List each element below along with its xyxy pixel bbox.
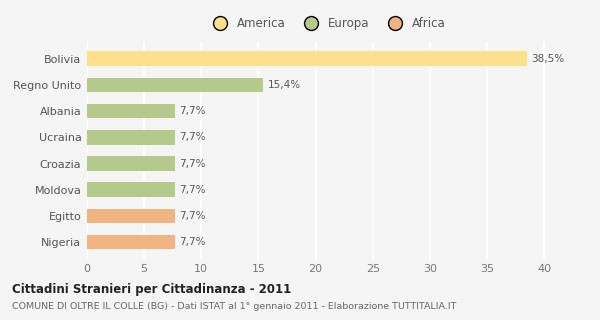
Text: 7,7%: 7,7%	[179, 158, 206, 169]
Legend: America, Europa, Africa: America, Europa, Africa	[203, 13, 451, 35]
Text: Cittadini Stranieri per Cittadinanza - 2011: Cittadini Stranieri per Cittadinanza - 2…	[12, 283, 291, 296]
Bar	[87, 156, 175, 171]
Bar	[87, 78, 263, 92]
Bar	[87, 182, 175, 197]
Bar	[87, 104, 175, 118]
Text: 15,4%: 15,4%	[268, 80, 301, 90]
Bar	[87, 235, 175, 249]
Text: COMUNE DI OLTRE IL COLLE (BG) - Dati ISTAT al 1° gennaio 2011 - Elaborazione TUT: COMUNE DI OLTRE IL COLLE (BG) - Dati IST…	[12, 302, 457, 311]
Text: 7,7%: 7,7%	[179, 132, 206, 142]
Text: 7,7%: 7,7%	[179, 211, 206, 221]
Bar	[87, 209, 175, 223]
Bar	[87, 130, 175, 145]
Text: 7,7%: 7,7%	[179, 237, 206, 247]
Bar	[87, 52, 527, 66]
Text: 38,5%: 38,5%	[532, 54, 565, 64]
Text: 7,7%: 7,7%	[179, 185, 206, 195]
Text: 7,7%: 7,7%	[179, 106, 206, 116]
